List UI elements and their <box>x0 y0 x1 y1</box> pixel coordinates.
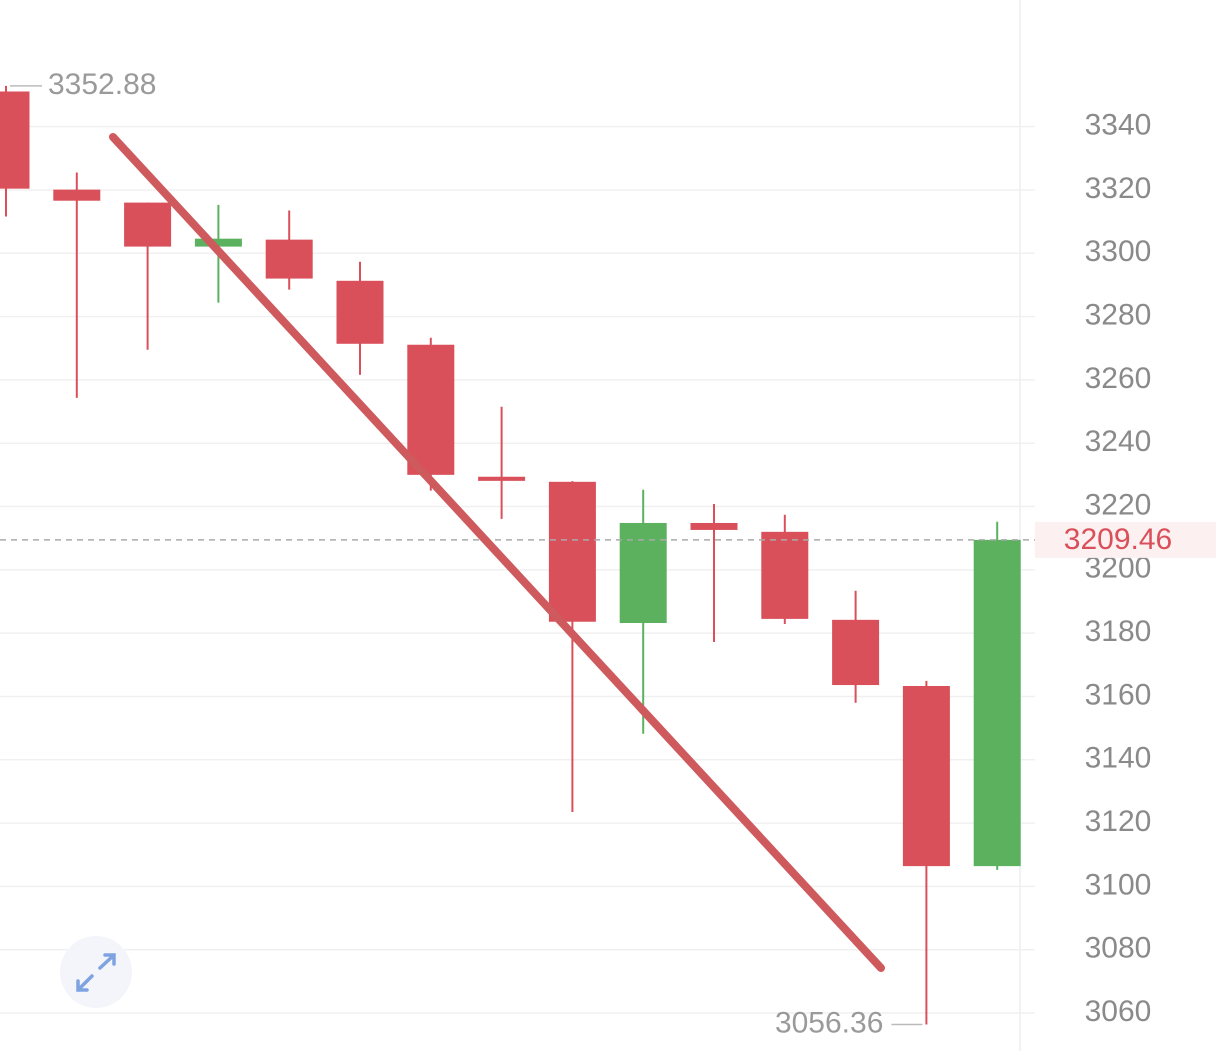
candle-body <box>478 476 526 481</box>
low-label: 3056.36 <box>775 1006 883 1039</box>
candle-body <box>832 619 880 686</box>
y-tick-label: 3180 <box>1085 615 1152 648</box>
trend-line[interactable] <box>109 133 885 972</box>
y-tick-label: 3300 <box>1085 235 1152 268</box>
candle-body <box>690 522 738 530</box>
candle-body <box>336 280 384 344</box>
candle-body <box>619 522 667 624</box>
candle-body <box>761 531 809 619</box>
candle-body <box>548 481 596 622</box>
expand-button-bg <box>60 936 132 1008</box>
high-label: 3352.88 <box>48 68 156 101</box>
candle-body <box>902 685 950 867</box>
y-tick-label: 3220 <box>1085 488 1152 521</box>
candle-body <box>973 539 1021 867</box>
y-tick-label: 3140 <box>1085 742 1152 775</box>
y-tick-label: 3160 <box>1085 678 1152 711</box>
candle-body <box>0 91 30 189</box>
y-tick-label: 3080 <box>1085 932 1152 965</box>
candle-body <box>194 238 242 247</box>
last-price-label: 3209.46 <box>1064 523 1172 556</box>
y-tick-label: 3280 <box>1085 298 1152 331</box>
last-price-tag <box>1035 521 1216 558</box>
y-tick-label: 3340 <box>1085 109 1152 142</box>
candle-body <box>53 189 101 201</box>
candle-body <box>265 239 313 279</box>
y-tick-label: 3320 <box>1085 172 1152 205</box>
y-tick-label: 3120 <box>1085 805 1152 838</box>
y-tick-label: 3060 <box>1085 995 1152 1028</box>
y-tick-label: 3100 <box>1085 868 1152 901</box>
expand-icon <box>76 953 116 992</box>
y-tick-label: 3260 <box>1085 362 1152 395</box>
candle-body <box>407 344 455 475</box>
candle-body <box>124 202 172 247</box>
y-tick-label: 3240 <box>1085 425 1152 458</box>
expand-button[interactable] <box>60 936 132 1008</box>
